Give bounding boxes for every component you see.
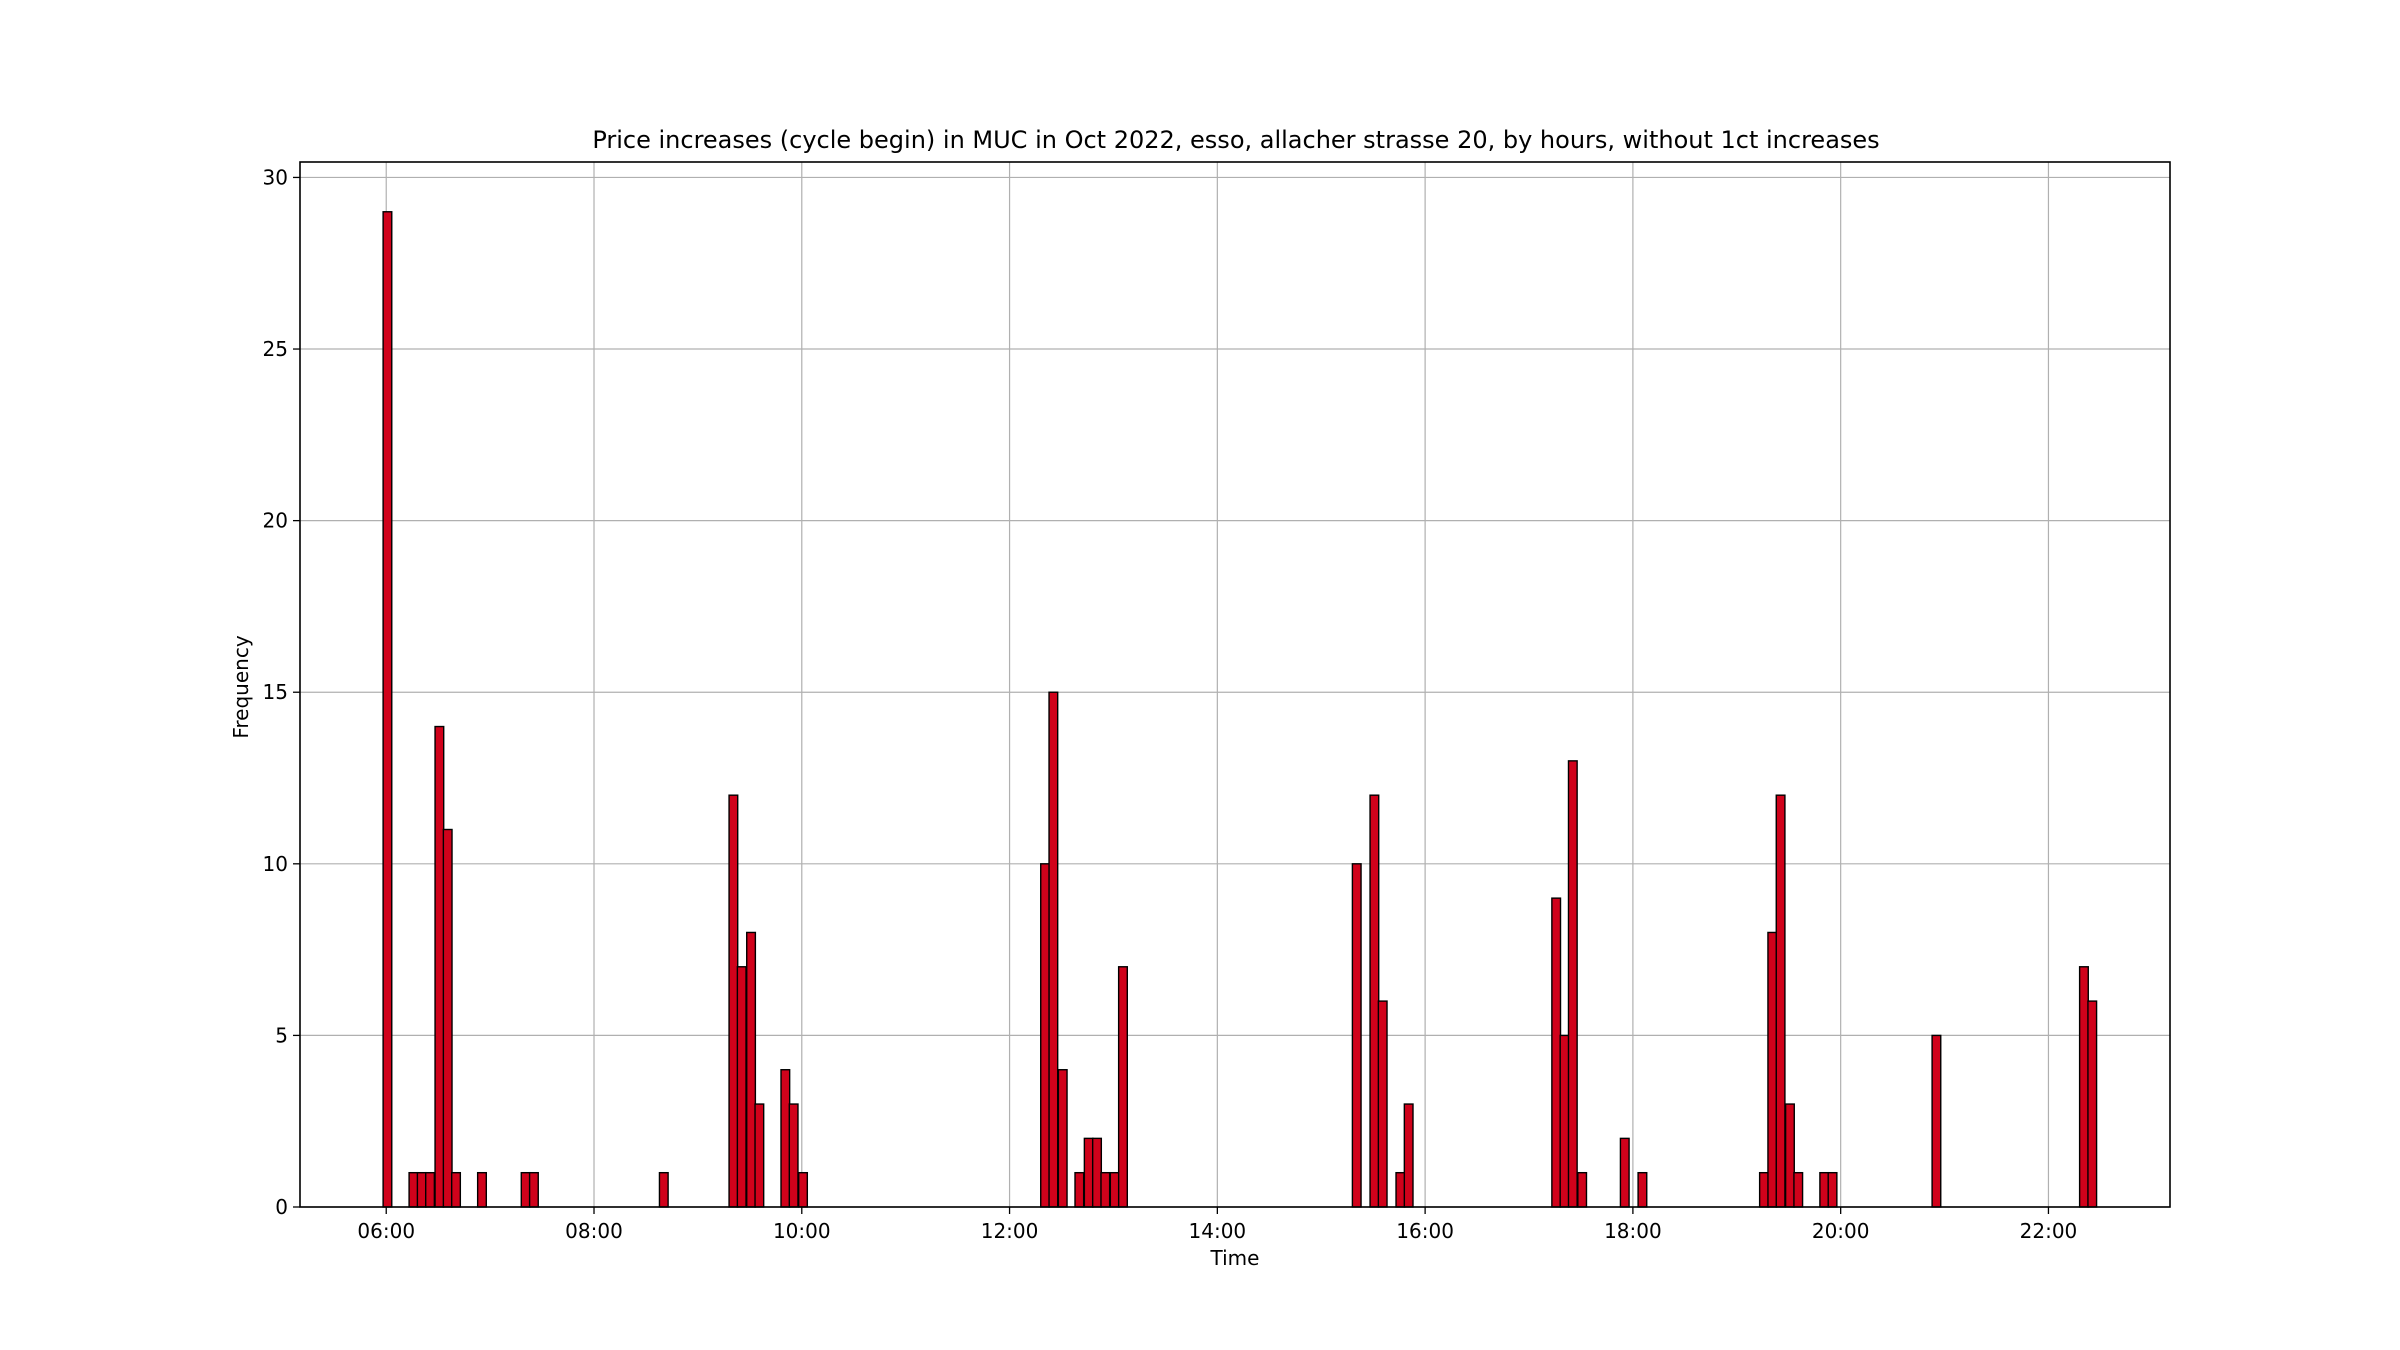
histogram-bar bbox=[797, 1171, 809, 1208]
histogram-bar bbox=[382, 211, 393, 1208]
histogram-bar bbox=[1784, 1103, 1795, 1208]
x-tick-label: 22:00 bbox=[2020, 1219, 2078, 1243]
histogram-bar bbox=[528, 1171, 539, 1208]
y-tick-label: 10 bbox=[263, 852, 288, 876]
x-tick-label: 20:00 bbox=[1812, 1219, 1870, 1243]
y-tick-label: 30 bbox=[263, 165, 288, 189]
histogram-bar bbox=[1931, 1034, 1942, 1208]
histogram-bar bbox=[1040, 863, 1051, 1208]
histogram-bar bbox=[1403, 1103, 1414, 1208]
histogram-bar bbox=[434, 725, 445, 1208]
x-axis-label: Time bbox=[1210, 1246, 1260, 1270]
histogram-bar bbox=[2078, 966, 2089, 1208]
y-tick-label: 25 bbox=[263, 337, 288, 361]
histogram-bar bbox=[1369, 794, 1380, 1208]
histogram-bar bbox=[1577, 1171, 1588, 1208]
histogram-bar bbox=[442, 828, 453, 1208]
chart-title: Price increases (cycle begin) in MUC in … bbox=[592, 126, 1879, 154]
histogram-bar bbox=[425, 1171, 436, 1208]
histogram-bar bbox=[1117, 966, 1128, 1208]
histogram-bar bbox=[1351, 863, 1362, 1208]
histogram-bar bbox=[1377, 1000, 1388, 1208]
x-tick-label: 06:00 bbox=[357, 1219, 415, 1243]
histogram-bars bbox=[382, 211, 2098, 1208]
histogram-bar bbox=[476, 1171, 488, 1208]
axes: 06:00 08:00 10:00 12:00 14:00 16:00 18:00 20:00… bbox=[263, 165, 2078, 1243]
histogram-bar bbox=[1619, 1137, 1630, 1208]
histogram-bar bbox=[1395, 1171, 1406, 1208]
histogram-bar bbox=[1827, 1171, 1838, 1208]
y-tick-label: 15 bbox=[263, 680, 288, 704]
histogram-bar bbox=[1567, 760, 1578, 1208]
x-tick-label: 16:00 bbox=[1396, 1219, 1454, 1243]
histogram-bar bbox=[1559, 1034, 1570, 1208]
histogram-bar bbox=[728, 794, 739, 1208]
histogram-bar bbox=[746, 931, 757, 1208]
histogram-bar bbox=[1793, 1171, 1804, 1208]
histogram-bar bbox=[1767, 931, 1778, 1208]
histogram-bar bbox=[736, 966, 747, 1208]
histogram-bar bbox=[1109, 1171, 1120, 1208]
y-tick-label: 20 bbox=[263, 509, 288, 533]
histogram-bar bbox=[658, 1171, 669, 1208]
y-axis-label: Frequency bbox=[229, 635, 253, 738]
x-tick-label: 14:00 bbox=[1189, 1219, 1247, 1243]
x-tick-label: 10:00 bbox=[773, 1219, 831, 1243]
histogram-bar bbox=[1758, 1171, 1769, 1208]
histogram-bar bbox=[1057, 1069, 1068, 1208]
x-tick-label: 08:00 bbox=[565, 1219, 623, 1243]
histogram-bar bbox=[788, 1103, 799, 1208]
grid-lines bbox=[300, 162, 2170, 1208]
histogram-bar bbox=[1551, 897, 1562, 1208]
histogram-bar bbox=[520, 1171, 531, 1208]
histogram-bar bbox=[754, 1103, 765, 1208]
plot-frame bbox=[299, 161, 2171, 1208]
x-tick-label: 12:00 bbox=[981, 1219, 1039, 1243]
histogram-bar bbox=[1819, 1171, 1830, 1208]
histogram-bar bbox=[1048, 691, 1059, 1208]
histogram-bar bbox=[780, 1069, 791, 1208]
histogram-bar bbox=[2087, 1000, 2098, 1208]
histogram-bar bbox=[1775, 794, 1786, 1208]
histogram-bar bbox=[1083, 1137, 1094, 1208]
y-tick-label: 5 bbox=[275, 1023, 288, 1047]
histogram-bar bbox=[1100, 1171, 1111, 1208]
y-tick-label: 0 bbox=[275, 1195, 288, 1219]
histogram-bar bbox=[408, 1171, 419, 1208]
histogram-bar bbox=[450, 1171, 462, 1208]
histogram-bar bbox=[1091, 1137, 1103, 1208]
x-tick-label: 18:00 bbox=[1604, 1219, 1662, 1243]
histogram-bar bbox=[1637, 1171, 1648, 1208]
histogram-bar bbox=[416, 1171, 427, 1208]
histogram-bar bbox=[1074, 1171, 1085, 1208]
